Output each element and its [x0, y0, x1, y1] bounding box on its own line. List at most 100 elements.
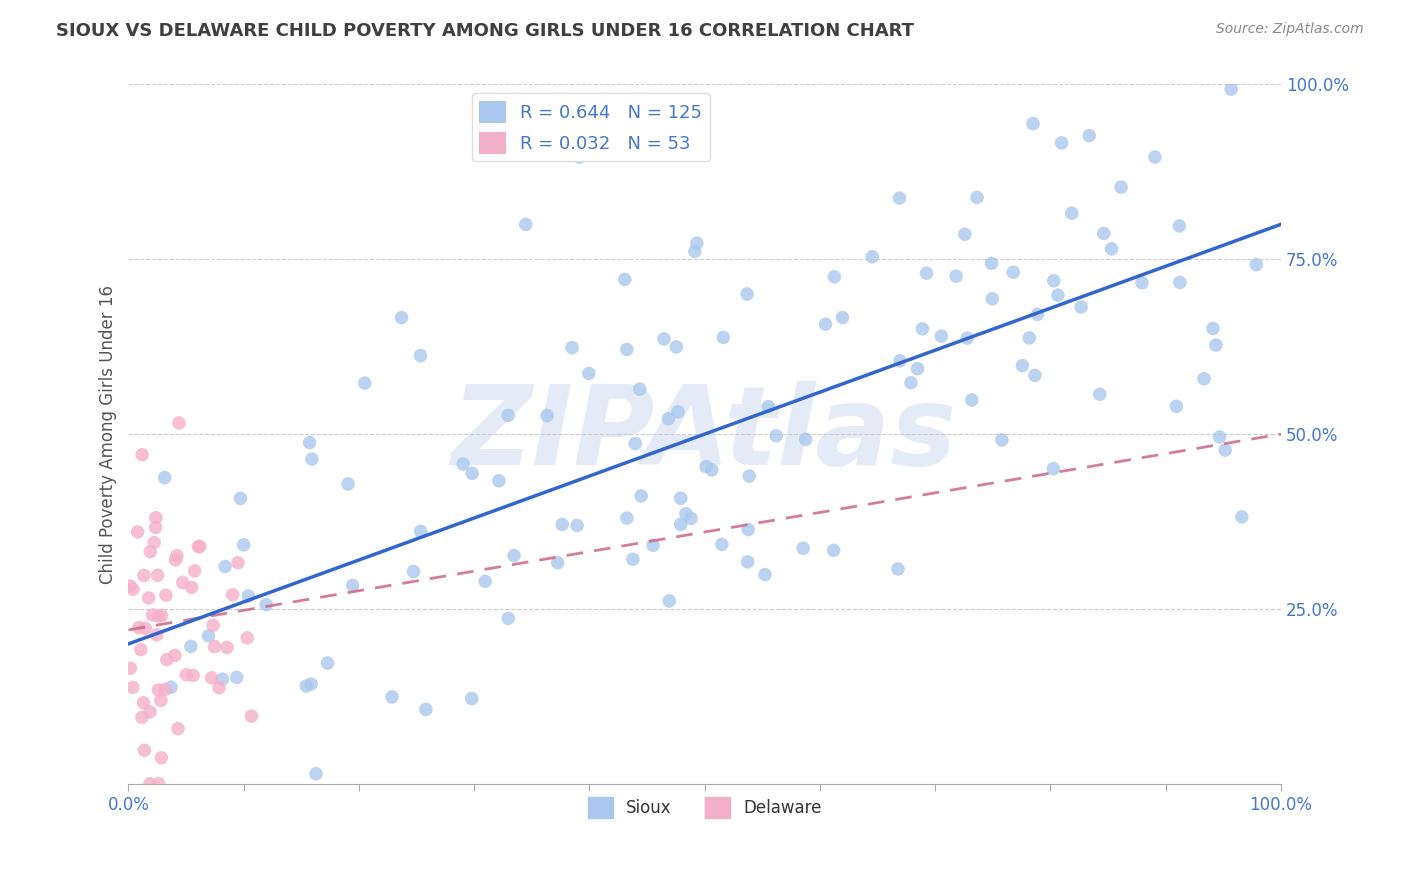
Point — [139, 544, 162, 558]
Point — [887, 562, 910, 576]
Point — [118, 579, 141, 593]
Point — [166, 549, 188, 563]
Point — [409, 524, 432, 539]
Point — [792, 541, 814, 556]
Point — [496, 409, 519, 423]
Point — [211, 672, 233, 686]
Point — [148, 609, 170, 624]
Point — [451, 457, 474, 471]
Point — [1168, 219, 1191, 233]
Point — [1011, 359, 1033, 373]
Point — [156, 652, 179, 666]
Point — [225, 670, 247, 684]
Point — [167, 416, 190, 430]
Point — [981, 292, 1004, 306]
Point — [131, 448, 153, 462]
Point — [183, 564, 205, 578]
Point — [1060, 206, 1083, 220]
Point — [391, 310, 413, 325]
Point — [148, 683, 170, 698]
Point — [409, 349, 432, 363]
Point — [1024, 368, 1046, 383]
Point — [1166, 399, 1188, 413]
Point — [498, 611, 520, 625]
Point — [143, 535, 166, 549]
Point — [1078, 128, 1101, 143]
Point — [221, 588, 243, 602]
Point — [565, 518, 588, 533]
Point — [295, 679, 318, 693]
Point — [1208, 430, 1230, 444]
Point — [200, 671, 222, 685]
Point — [911, 322, 934, 336]
Point — [165, 553, 187, 567]
Legend: Sioux, Delaware: Sioux, Delaware — [581, 790, 828, 824]
Point — [991, 433, 1014, 447]
Point — [187, 540, 209, 554]
Point — [1018, 331, 1040, 345]
Point — [669, 517, 692, 532]
Point — [474, 574, 496, 589]
Point — [652, 332, 675, 346]
Point — [823, 269, 845, 284]
Point — [188, 540, 211, 554]
Point — [215, 640, 238, 655]
Point — [138, 591, 160, 605]
Point — [814, 317, 837, 331]
Point — [381, 690, 404, 704]
Point — [298, 435, 321, 450]
Point — [956, 331, 979, 345]
Point — [1168, 276, 1191, 290]
Point — [953, 227, 976, 242]
Point — [155, 588, 177, 602]
Point — [254, 598, 277, 612]
Point — [561, 341, 583, 355]
Point — [1220, 82, 1243, 96]
Text: SIOUX VS DELAWARE CHILD POVERTY AMONG GIRLS UNDER 16 CORRELATION CHART: SIOUX VS DELAWARE CHILD POVERTY AMONG GI… — [56, 22, 914, 40]
Point — [1002, 265, 1025, 279]
Point — [180, 640, 202, 654]
Point — [132, 696, 155, 710]
Point — [172, 575, 194, 590]
Point — [1050, 136, 1073, 150]
Point — [737, 523, 759, 537]
Point — [146, 568, 169, 582]
Point — [150, 608, 173, 623]
Point — [342, 578, 364, 592]
Point — [139, 777, 162, 791]
Point — [142, 608, 165, 623]
Point — [675, 507, 697, 521]
Point — [1246, 258, 1268, 272]
Point — [145, 628, 167, 642]
Point — [711, 330, 734, 344]
Point — [1046, 288, 1069, 302]
Point — [616, 511, 638, 525]
Point — [1192, 372, 1215, 386]
Point — [900, 376, 922, 390]
Point — [1130, 276, 1153, 290]
Point — [134, 621, 156, 635]
Point — [148, 777, 170, 791]
Point — [695, 459, 717, 474]
Point — [966, 190, 988, 204]
Point — [643, 538, 665, 552]
Point — [613, 272, 636, 286]
Point — [945, 269, 967, 284]
Point — [666, 405, 689, 419]
Point — [120, 661, 142, 675]
Point — [460, 691, 482, 706]
Point — [754, 567, 776, 582]
Point — [167, 722, 190, 736]
Point — [461, 467, 484, 481]
Point — [1101, 242, 1123, 256]
Point — [128, 621, 150, 635]
Point — [1109, 180, 1132, 194]
Point — [657, 411, 679, 425]
Point — [488, 474, 510, 488]
Point — [160, 680, 183, 694]
Point — [628, 382, 651, 396]
Point — [1092, 227, 1115, 241]
Point — [150, 751, 173, 765]
Point — [1026, 307, 1049, 321]
Point — [132, 568, 155, 582]
